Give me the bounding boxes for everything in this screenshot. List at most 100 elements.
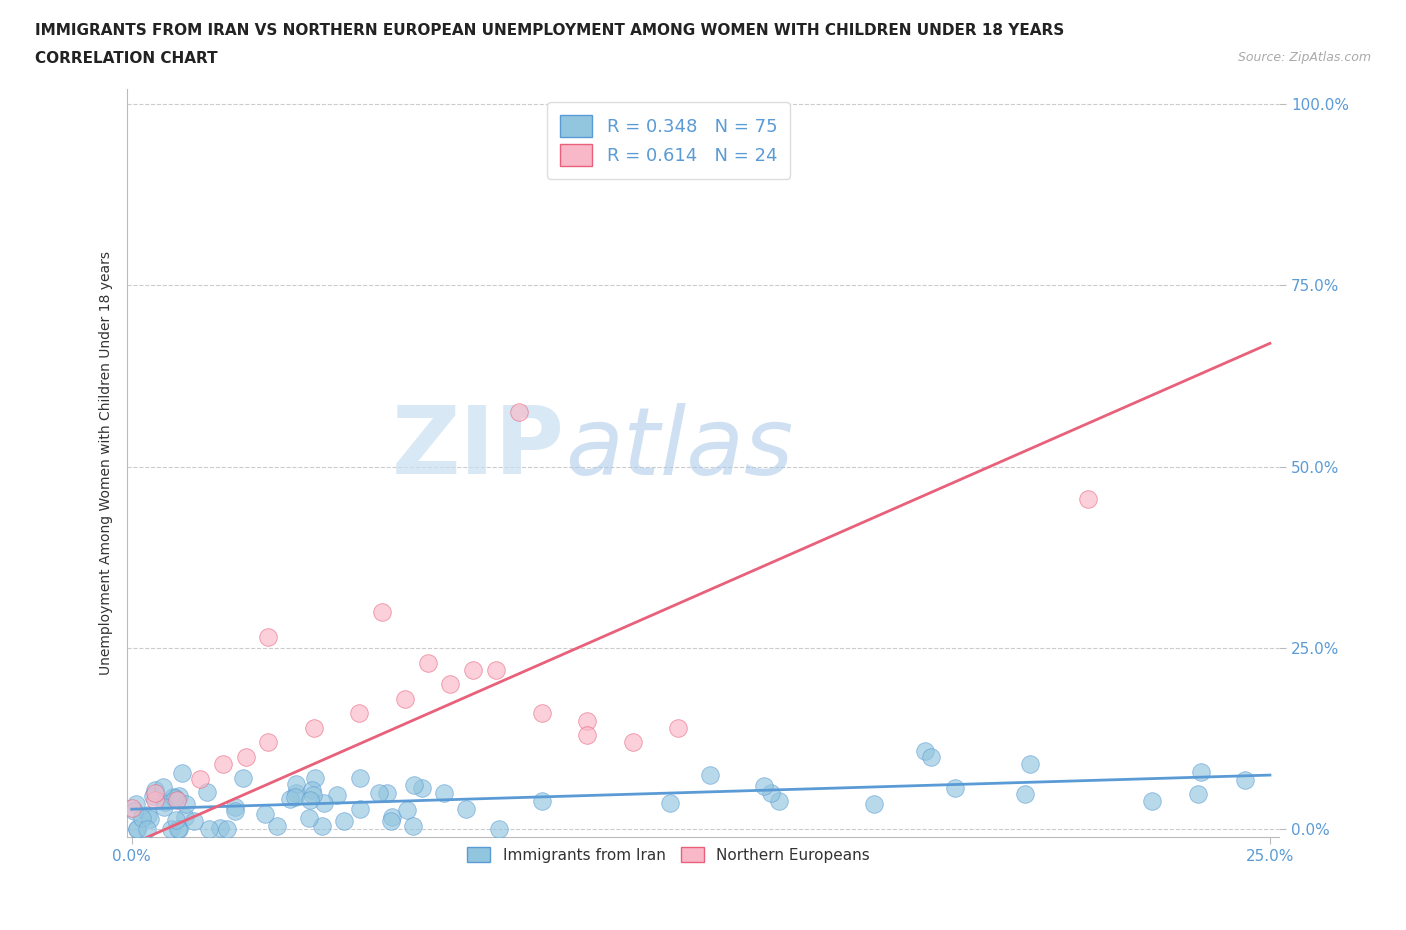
Text: CORRELATION CHART: CORRELATION CHART: [35, 51, 218, 66]
Point: [254, 806, 277, 821]
Point: [658, 796, 681, 811]
Point: [284, 790, 307, 804]
Point: [143, 786, 166, 801]
Point: [167, 822, 190, 837]
Point: [576, 713, 599, 728]
Point: [375, 785, 398, 800]
Point: [143, 793, 166, 808]
Point: [188, 771, 211, 786]
Point: [278, 792, 301, 807]
Point: [302, 788, 325, 803]
Point: [531, 793, 554, 808]
Point: [699, 767, 721, 782]
Point: [439, 677, 461, 692]
Point: [198, 822, 221, 837]
Point: [215, 822, 238, 837]
Point: [349, 802, 371, 817]
Point: [368, 786, 391, 801]
Text: Source: ZipAtlas.com: Source: ZipAtlas.com: [1237, 51, 1371, 64]
Legend: Immigrants from Iran, Northern Europeans: Immigrants from Iran, Northern Europeans: [460, 839, 877, 870]
Point: [298, 811, 321, 826]
Point: [169, 822, 191, 837]
Point: [752, 778, 775, 793]
Point: [142, 789, 165, 804]
Point: [1142, 794, 1164, 809]
Point: [863, 797, 886, 812]
Point: [768, 793, 790, 808]
Point: [333, 813, 356, 828]
Point: [508, 405, 530, 419]
Point: [143, 782, 166, 797]
Point: [162, 789, 184, 804]
Point: [153, 794, 176, 809]
Point: [125, 797, 148, 812]
Point: [920, 750, 942, 764]
Point: [211, 757, 233, 772]
Point: [136, 808, 159, 823]
Point: [235, 750, 257, 764]
Point: [530, 706, 553, 721]
Point: [943, 780, 966, 795]
Point: [456, 802, 478, 817]
Point: [284, 786, 307, 801]
Text: IMMIGRANTS FROM IRAN VS NORTHERN EUROPEAN UNEMPLOYMENT AMONG WOMEN WITH CHILDREN: IMMIGRANTS FROM IRAN VS NORTHERN EUROPEA…: [35, 23, 1064, 38]
Point: [166, 793, 188, 808]
Point: [914, 743, 936, 758]
Point: [152, 780, 174, 795]
Point: [165, 813, 187, 828]
Point: [349, 706, 371, 721]
Point: [127, 822, 149, 837]
Point: [381, 809, 404, 824]
Point: [257, 735, 280, 750]
Y-axis label: Unemployment Among Women with Children Under 18 years: Unemployment Among Women with Children U…: [100, 251, 114, 675]
Point: [125, 822, 148, 837]
Point: [1233, 773, 1256, 788]
Point: [1018, 757, 1040, 772]
Point: [163, 790, 186, 805]
Point: [402, 777, 425, 792]
Point: [433, 786, 456, 801]
Point: [1014, 786, 1036, 801]
Point: [395, 803, 418, 817]
Point: [304, 770, 326, 785]
Point: [131, 811, 153, 826]
Point: [122, 804, 145, 818]
Point: [160, 822, 183, 837]
Point: [349, 770, 371, 785]
Point: [224, 800, 246, 815]
Point: [1077, 492, 1099, 507]
Point: [257, 630, 280, 644]
Point: [152, 800, 174, 815]
Point: [121, 801, 143, 816]
Point: [463, 662, 485, 677]
Point: [1189, 764, 1212, 779]
Point: [621, 735, 644, 750]
Point: [380, 813, 402, 828]
Point: [173, 809, 195, 824]
Point: [208, 820, 231, 835]
Point: [311, 818, 333, 833]
Point: [402, 818, 425, 833]
Point: [485, 662, 508, 677]
Point: [301, 783, 323, 798]
Point: [224, 804, 246, 818]
Point: [666, 721, 689, 736]
Point: [576, 728, 599, 743]
Text: atlas: atlas: [565, 403, 793, 494]
Point: [138, 811, 160, 826]
Point: [183, 813, 205, 828]
Point: [136, 821, 159, 836]
Point: [312, 795, 335, 810]
Point: [232, 771, 254, 786]
Point: [266, 818, 288, 833]
Point: [394, 691, 416, 706]
Point: [371, 604, 394, 619]
Point: [411, 780, 433, 795]
Text: ZIP: ZIP: [392, 402, 565, 494]
Point: [298, 792, 321, 807]
Point: [1187, 787, 1209, 802]
Point: [325, 788, 347, 803]
Point: [761, 786, 783, 801]
Point: [284, 777, 307, 791]
Point: [488, 822, 510, 837]
